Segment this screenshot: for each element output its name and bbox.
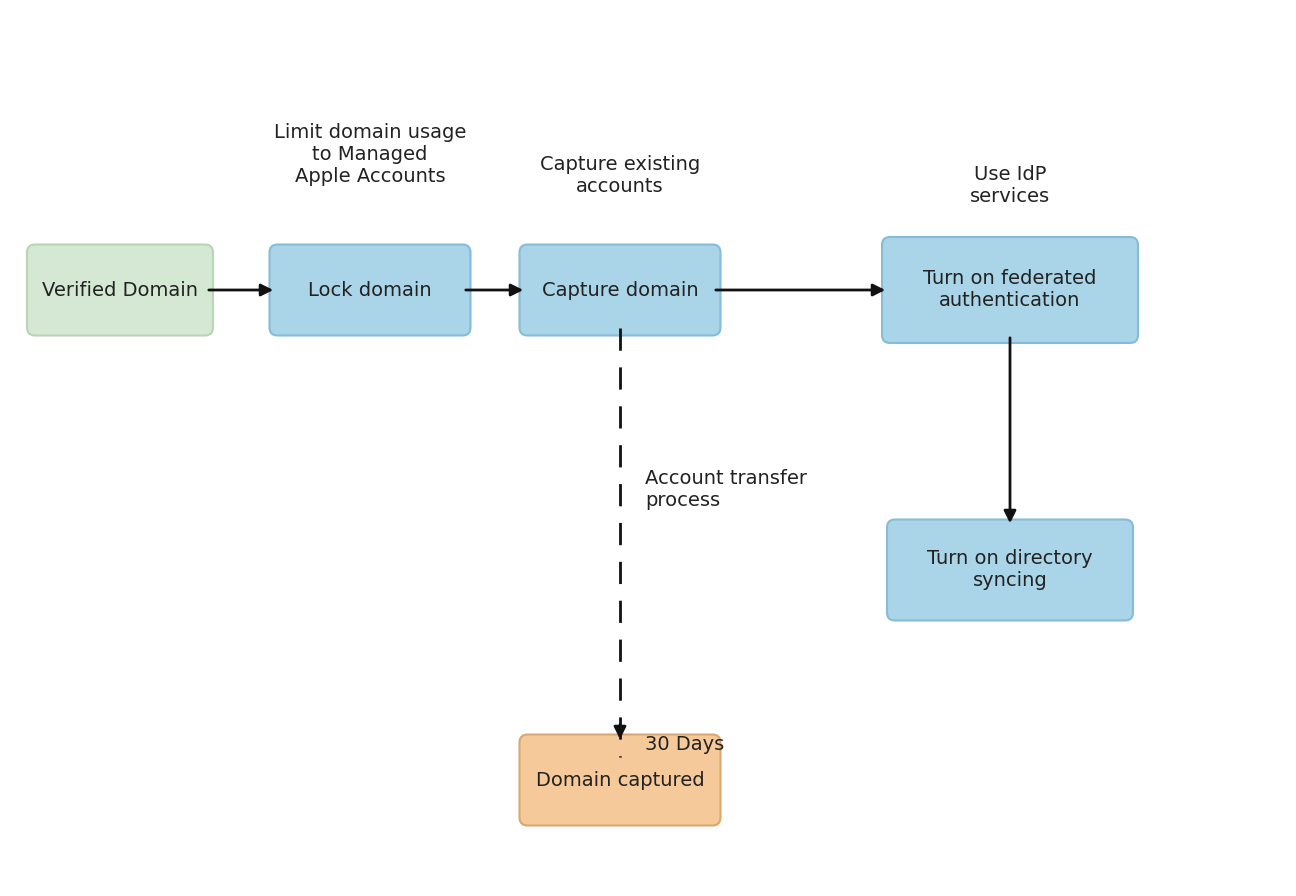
Text: Account transfer
process: Account transfer process — [645, 470, 807, 511]
FancyBboxPatch shape — [883, 237, 1138, 343]
Text: Limit domain usage
to Managed
Apple Accounts: Limit domain usage to Managed Apple Acco… — [273, 124, 467, 186]
Text: Verified Domain: Verified Domain — [41, 280, 198, 299]
FancyBboxPatch shape — [270, 245, 470, 335]
Text: Turn on federated
authentication: Turn on federated authentication — [923, 270, 1096, 311]
FancyBboxPatch shape — [520, 735, 721, 825]
Text: Capture domain: Capture domain — [542, 280, 699, 299]
Text: Use IdP
services: Use IdP services — [969, 165, 1050, 205]
FancyBboxPatch shape — [520, 245, 721, 335]
Text: Lock domain: Lock domain — [308, 280, 432, 299]
Text: 30 Days: 30 Days — [645, 736, 724, 754]
FancyBboxPatch shape — [27, 245, 213, 335]
Text: Turn on directory
syncing: Turn on directory syncing — [927, 549, 1093, 590]
Text: Domain captured: Domain captured — [535, 771, 704, 789]
Text: Capture existing
accounts: Capture existing accounts — [540, 154, 700, 195]
FancyBboxPatch shape — [886, 520, 1133, 621]
